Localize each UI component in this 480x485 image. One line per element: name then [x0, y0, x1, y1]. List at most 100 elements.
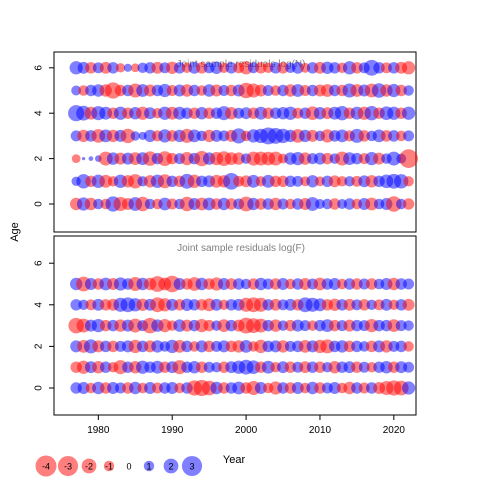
legend-label: -3 [64, 462, 72, 472]
residual-bubble [328, 382, 341, 394]
legend-label: 2 [168, 462, 173, 472]
residual-bubble [403, 320, 414, 331]
residual-bubble [115, 63, 126, 73]
residual-bubble [314, 361, 326, 373]
residual-bubble [291, 382, 304, 394]
x-tick-label: 2000 [235, 425, 258, 436]
legend-bubble [103, 460, 115, 472]
residual-bubble [187, 129, 201, 143]
y-tick-label: 2 [34, 343, 45, 349]
residual-bubble [158, 318, 172, 333]
residual-bubble [365, 197, 379, 211]
legend-bubble [181, 455, 203, 477]
residual-bubble [232, 278, 245, 290]
x-tick-label: 2010 [309, 425, 332, 436]
residual-bubble [247, 174, 260, 188]
legend-label: -4 [42, 462, 50, 472]
x-tick-label: 1990 [161, 425, 184, 436]
legend-bubble [81, 458, 97, 474]
residual-bubble [144, 198, 156, 210]
residual-bubble [321, 152, 334, 165]
residual-bubble [403, 130, 415, 142]
residual-bubble [380, 298, 393, 311]
residual-bubble [373, 152, 386, 165]
residual-bubble [129, 381, 142, 395]
legend-bubble [57, 455, 79, 477]
residual-bubble [403, 361, 415, 373]
residual-bubble [358, 130, 371, 142]
residual-bubble [188, 84, 201, 97]
residual-bubble [329, 198, 341, 210]
residual-bubble [292, 175, 304, 187]
residual-bubble [277, 62, 289, 74]
residual-bubble [254, 382, 267, 394]
residual-bubble [403, 278, 415, 290]
residual-bubble [329, 62, 341, 74]
residual-bubble [203, 361, 215, 373]
residual-bubble [401, 381, 416, 395]
panel-title-logF: Joint sample residuals log(F) [177, 243, 305, 254]
residual-bubble [399, 149, 418, 168]
x-axis: 1980 1990 2000 2010 2020 [87, 415, 405, 436]
x-tick-label: 1980 [87, 425, 110, 436]
legend-bubble [143, 460, 155, 472]
residual-bubble [232, 152, 245, 165]
x-axis-label: Year [223, 454, 246, 466]
y-tick-label: 4 [34, 302, 45, 308]
y-tick-label: 0 [34, 201, 45, 207]
residual-bubble [130, 131, 140, 141]
residual-bubble [395, 84, 407, 97]
y-tick-label: 4 [34, 110, 45, 116]
residual-bubble [395, 340, 407, 353]
residual-bubble [314, 199, 325, 209]
residual-bubble [210, 61, 223, 74]
residual-bubble [261, 360, 275, 374]
residual-bubble [107, 62, 119, 74]
residual-bubble [120, 128, 136, 144]
residual-bubble [239, 339, 253, 353]
legend: -4 -3 -2 -1 0 1 2 3 [35, 455, 203, 477]
residual-bubble [166, 198, 178, 210]
y-tick-label: 2 [34, 155, 45, 161]
residual-bubble [144, 107, 157, 120]
residual-bubble [123, 63, 132, 72]
residual-bubble [262, 85, 274, 96]
residual-bubble [386, 196, 402, 212]
residual-bubble [77, 382, 90, 394]
residual-bubble [365, 278, 378, 290]
residual-bubble [99, 174, 113, 188]
residual-bubble [305, 197, 320, 211]
residual-bubble [93, 198, 104, 210]
legend-bubble [35, 455, 57, 477]
residual-bubble [403, 341, 414, 352]
residual-bubble [181, 340, 193, 353]
residual-bubble [269, 319, 282, 332]
x-tick-label: 2020 [383, 425, 406, 436]
legend-label: -2 [85, 462, 93, 472]
residual-bubble [386, 151, 401, 166]
residual-bubble [403, 176, 414, 187]
plot-frame [53, 235, 417, 416]
residual-bubble [88, 156, 94, 161]
y-tick-label: 6 [34, 65, 45, 71]
residual-bubble [291, 61, 304, 74]
legend-label: 3 [189, 462, 194, 472]
residual-bubble [173, 62, 186, 74]
residual-bubble [402, 298, 415, 311]
residual-bubble [395, 320, 407, 332]
panel-residuals-logF: Joint sample residuals log(F) 0 2 4 6 [34, 235, 417, 416]
residual-bubble [99, 361, 112, 373]
residual-bubble [130, 63, 140, 73]
residual-bubble [401, 106, 416, 120]
residual-bubble [84, 197, 98, 211]
residual-bubble [328, 175, 341, 188]
residual-bubble [403, 85, 414, 96]
residual-bubble [299, 320, 311, 332]
residual-bubble [328, 278, 341, 290]
residual-bubble [81, 156, 86, 161]
residual-bubble [71, 154, 81, 163]
residual-bubble [358, 299, 371, 311]
legend-bubble [163, 458, 179, 474]
